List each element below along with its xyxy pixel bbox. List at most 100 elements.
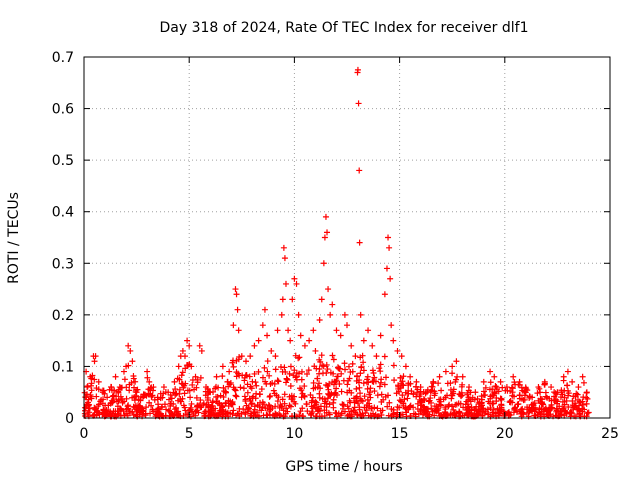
noise-point — [480, 392, 487, 399]
data-point — [388, 322, 395, 329]
data-point — [160, 384, 167, 391]
noise-point — [498, 396, 505, 403]
noise-point — [474, 408, 481, 415]
noise-point — [187, 406, 194, 413]
noise-point — [298, 376, 305, 383]
data-point — [301, 342, 308, 349]
data-point — [360, 337, 367, 344]
noise-point — [377, 407, 384, 414]
noise-point — [100, 410, 107, 417]
data-point — [139, 394, 146, 401]
data-point — [394, 347, 401, 354]
noise-point — [527, 407, 534, 414]
noise-point — [270, 387, 277, 394]
data-point — [413, 378, 420, 385]
noise-point — [584, 395, 591, 402]
noise-point — [425, 406, 432, 413]
noise-point — [203, 401, 210, 408]
noise-point — [326, 401, 333, 408]
data-point — [480, 378, 487, 385]
data-point — [560, 373, 567, 380]
noise-point — [372, 411, 379, 418]
noise-point — [175, 408, 182, 415]
noise-point — [465, 411, 472, 418]
noise-point — [251, 370, 258, 377]
noise-point — [511, 379, 518, 386]
noise-point — [167, 400, 174, 407]
noise-point — [313, 365, 320, 372]
data-point — [352, 353, 359, 360]
noise-point — [250, 393, 257, 400]
noise-point — [225, 402, 232, 409]
noise-point — [290, 372, 297, 379]
noise-point — [274, 377, 281, 384]
y-tick-label: 0.5 — [52, 153, 74, 169]
noise-point — [447, 386, 454, 393]
noise-point — [274, 398, 281, 405]
noise-point — [286, 370, 293, 377]
y-tick-label: 0.2 — [52, 308, 74, 324]
y-tick-label: 0.1 — [52, 359, 74, 375]
noise-point — [341, 408, 348, 415]
data-point — [179, 347, 186, 354]
x-tick-label: 15 — [391, 426, 409, 442]
noise-point — [338, 370, 345, 377]
noise-point — [359, 352, 366, 359]
noise-point — [251, 409, 258, 416]
data-point — [234, 306, 241, 313]
noise-point — [187, 394, 194, 401]
x-tick-label: 10 — [285, 426, 303, 442]
y-axis-label: ROTI / TECUs — [6, 192, 22, 284]
noise-point — [361, 393, 368, 400]
data-point — [383, 265, 390, 272]
noise-point — [227, 379, 234, 386]
noise-point — [316, 370, 323, 377]
noise-point — [172, 390, 179, 397]
noise-point — [514, 401, 521, 408]
noise-point — [545, 412, 552, 419]
noise-point — [304, 408, 311, 415]
noise-point — [165, 407, 172, 414]
noise-point — [564, 387, 571, 394]
noise-point — [224, 409, 231, 416]
noise-point — [85, 405, 92, 412]
data-point — [99, 389, 106, 396]
noise-point — [309, 408, 316, 415]
noise-point — [178, 372, 185, 379]
noise-point — [109, 399, 116, 406]
data-point — [291, 275, 298, 282]
noise-point — [129, 408, 136, 415]
noise-point — [115, 410, 122, 417]
data-point — [575, 384, 582, 391]
noise-point — [377, 368, 384, 375]
data-point — [541, 378, 548, 385]
x-axis-label: GPS time / hours — [285, 459, 402, 475]
noise-point — [317, 385, 324, 392]
noise-point — [255, 368, 262, 375]
noise-point — [303, 400, 310, 407]
noise-point — [213, 393, 220, 400]
data-point — [381, 291, 388, 298]
data-point — [407, 373, 414, 380]
noise-point — [180, 402, 187, 409]
data-point — [297, 332, 304, 339]
noise-point — [146, 399, 153, 406]
noise-point — [162, 412, 169, 419]
noise-point — [357, 370, 364, 377]
noise-point — [265, 402, 272, 409]
noise-point — [462, 401, 469, 408]
data-point — [281, 255, 288, 262]
noise-point — [333, 385, 340, 392]
noise-point — [428, 405, 435, 412]
noise-point — [272, 366, 279, 373]
noise-point — [236, 353, 243, 360]
noise-point — [347, 399, 354, 406]
noise-point — [438, 387, 445, 394]
noise-point — [353, 385, 360, 392]
noise-point — [384, 403, 391, 410]
noise-point — [474, 395, 481, 402]
noise-point — [363, 407, 370, 414]
noise-point — [326, 391, 333, 398]
data-point — [285, 327, 292, 334]
data-point — [293, 280, 300, 287]
